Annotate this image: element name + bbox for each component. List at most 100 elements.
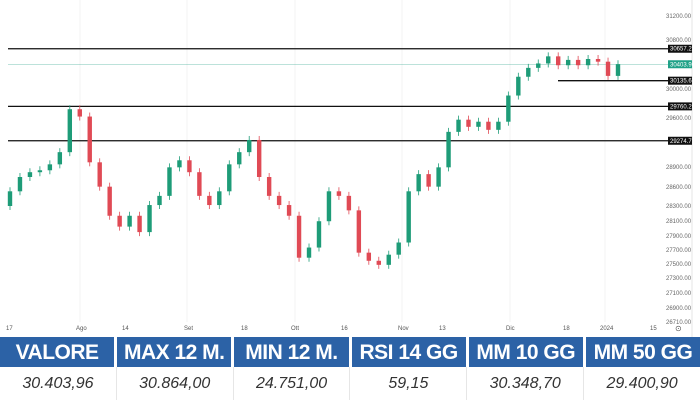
candle[interactable]	[137, 211, 142, 237]
level-tag	[668, 44, 692, 53]
candle[interactable]	[97, 158, 102, 191]
candle[interactable]	[266, 173, 272, 200]
candle[interactable]	[446, 127, 451, 172]
candle[interactable]	[286, 201, 292, 220]
candle[interactable]	[127, 211, 132, 231]
candle-body	[326, 191, 332, 222]
candle[interactable]	[237, 148, 242, 169]
y-tick: 30800.00	[666, 38, 692, 44]
level-label: 30403.96	[670, 62, 696, 68]
candle[interactable]	[217, 187, 222, 210]
stats-table: VALORE MAX 12 M. MIN 12 M. RSI 14 GG MM …	[0, 337, 700, 400]
candle[interactable]	[276, 191, 282, 210]
level-label: 29274.71	[670, 139, 696, 145]
candle[interactable]	[565, 55, 571, 70]
candle[interactable]	[157, 191, 162, 210]
candle[interactable]	[555, 52, 561, 70]
candle[interactable]	[506, 91, 511, 126]
candle[interactable]	[376, 256, 381, 269]
y-tick: 27100.00	[666, 291, 692, 297]
candlestick-chart[interactable]: 30657.22 30403.96 30135.67 29760.26 29274.71…	[0, 0, 700, 337]
candle[interactable]	[306, 243, 312, 262]
candle[interactable]	[87, 112, 92, 167]
candle[interactable]	[256, 135, 262, 181]
candle[interactable]	[67, 105, 73, 157]
candle-body	[137, 215, 142, 233]
level-tag	[668, 76, 692, 85]
candle[interactable]	[227, 160, 232, 196]
y-tick: 27500.00	[666, 262, 692, 268]
y-tick: 27900.00	[666, 234, 692, 240]
candle-body	[147, 205, 152, 233]
value-valore: 30.403,96	[0, 367, 117, 400]
candle[interactable]	[47, 160, 53, 175]
candle[interactable]	[466, 115, 471, 131]
candle-body	[585, 58, 591, 66]
candle[interactable]	[396, 238, 401, 259]
candle[interactable]	[526, 63, 531, 81]
candle[interactable]	[516, 72, 521, 100]
candle[interactable]	[197, 168, 202, 200]
y-tick: 28300.00	[666, 204, 692, 210]
candle[interactable]	[456, 115, 461, 136]
x-tick: Ott	[291, 326, 300, 332]
candle[interactable]	[207, 191, 212, 210]
candle-body	[107, 186, 112, 216]
candle[interactable]	[356, 206, 362, 257]
candle-body	[296, 215, 302, 258]
candle[interactable]	[7, 187, 13, 210]
candle[interactable]	[546, 52, 551, 68]
candle[interactable]	[406, 187, 411, 247]
value-rsi-14: 59,15	[350, 367, 468, 400]
candle[interactable]	[187, 156, 192, 177]
candle-body	[615, 64, 621, 76]
candle[interactable]	[336, 187, 342, 200]
candle[interactable]	[316, 217, 322, 252]
candle[interactable]	[486, 117, 491, 134]
candle[interactable]	[386, 250, 391, 269]
candle[interactable]	[615, 60, 621, 80]
y-tick: 29600.00	[666, 116, 692, 122]
candle-body	[247, 139, 252, 153]
candle[interactable]	[436, 163, 441, 191]
candle[interactable]	[177, 156, 182, 172]
candle[interactable]	[247, 135, 252, 157]
candle[interactable]	[37, 166, 43, 177]
settings-icon[interactable]: ⊙	[675, 324, 682, 333]
candle[interactable]	[476, 117, 481, 131]
candle[interactable]	[605, 57, 611, 80]
candle[interactable]	[57, 148, 63, 169]
candle[interactable]	[416, 170, 421, 196]
stats-value-row: 30.403,96 30.864,00 24.751,00 59,15 30.3…	[0, 367, 700, 400]
candle[interactable]	[575, 55, 581, 70]
candle[interactable]	[147, 201, 152, 237]
candle[interactable]	[585, 54, 591, 70]
candle-body	[7, 191, 13, 206]
candle-body	[376, 260, 381, 265]
candle[interactable]	[536, 59, 541, 72]
candle[interactable]	[346, 191, 352, 215]
candle[interactable]	[107, 182, 112, 220]
candle[interactable]	[117, 211, 122, 231]
candle-body	[386, 254, 391, 265]
y-tick: 27300.00	[666, 276, 692, 282]
value-mm-50: 29.400,90	[606, 375, 678, 392]
x-tick: Nov	[398, 326, 409, 332]
header-min-12m: MIN 12 M.	[234, 337, 349, 367]
candle[interactable]	[77, 105, 82, 121]
x-tick: 15	[650, 326, 657, 332]
candle[interactable]	[296, 211, 302, 262]
candle-body	[77, 109, 82, 117]
candle[interactable]	[27, 168, 33, 181]
y-tick: 30000.00	[666, 87, 692, 93]
candle[interactable]	[366, 248, 372, 265]
candle-body	[336, 191, 342, 196]
candle[interactable]	[326, 187, 332, 226]
candle[interactable]	[17, 173, 23, 196]
candle[interactable]	[496, 117, 501, 134]
candle[interactable]	[595, 54, 601, 66]
candle-body	[266, 177, 272, 196]
candle[interactable]	[426, 170, 431, 191]
candle[interactable]	[167, 163, 172, 200]
